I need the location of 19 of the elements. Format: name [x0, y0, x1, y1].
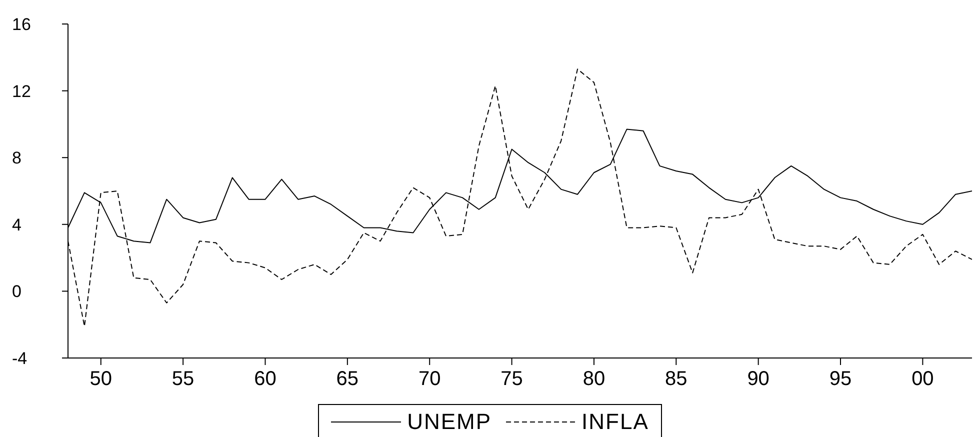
- legend-label: INFLA: [582, 409, 649, 435]
- y-tick-label: 16: [12, 15, 31, 34]
- y-tick-label: -4: [12, 349, 28, 368]
- x-tick-label: 00: [912, 368, 934, 390]
- x-tick-label: 65: [336, 368, 359, 390]
- x-tick-label: 90: [747, 368, 770, 390]
- x-tick-label: 80: [582, 368, 606, 390]
- y-tick-label: 8: [12, 148, 22, 168]
- legend-label: UNEMP: [407, 409, 492, 435]
- y-tick-label: 12: [12, 82, 31, 101]
- x-tick-label: 85: [665, 368, 688, 390]
- x-tick-label: 50: [90, 368, 112, 390]
- y-tick-label: 4: [12, 215, 22, 234]
- y-tick-label: 0: [12, 282, 22, 302]
- x-tick-label: 60: [254, 368, 276, 390]
- x-tick-label: 55: [172, 368, 194, 390]
- x-tick-label: 95: [829, 368, 852, 390]
- x-tick-label: 70: [418, 368, 441, 390]
- x-tick-label: 75: [500, 368, 523, 390]
